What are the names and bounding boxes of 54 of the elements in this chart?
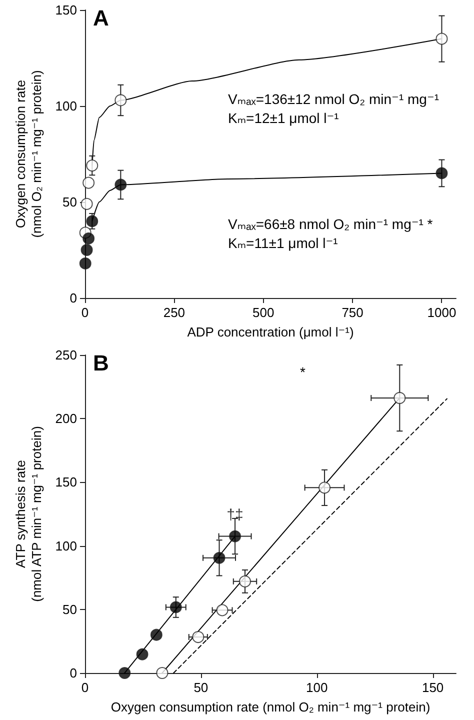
point bbox=[394, 392, 406, 404]
point bbox=[213, 552, 226, 564]
point bbox=[436, 167, 448, 180]
point bbox=[86, 215, 98, 228]
y-axis-title: ATP synthesis rate (nmol ATP min⁻¹ mg⁻¹ protein) bbox=[12, 426, 44, 602]
y-tick-label: 150 bbox=[55, 474, 77, 490]
x-tick-label: 150 bbox=[422, 680, 444, 695]
x-tick-label: 100 bbox=[306, 680, 328, 695]
x-tick-label: 0 bbox=[81, 305, 89, 320]
annotation: Kₘ=12±1 μmol l⁻¹ bbox=[228, 110, 340, 126]
point bbox=[80, 198, 93, 210]
x-tick-label: 750 bbox=[342, 305, 364, 320]
y-tick-label: 100 bbox=[55, 98, 77, 114]
y-tick-label: 50 bbox=[62, 602, 77, 617]
chart-title: B bbox=[93, 350, 109, 376]
point bbox=[436, 32, 448, 45]
y-tick-label: 0 bbox=[70, 290, 77, 306]
annotation: Vₘₐₓ=66±8 nmol O₂ min⁻¹ mg⁻¹ * bbox=[228, 216, 434, 232]
point bbox=[136, 648, 148, 660]
x-tick-label: 50 bbox=[194, 680, 208, 695]
y-tick-label: 150 bbox=[55, 2, 77, 18]
annotation: Kₘ=11±1 μmol l⁻¹ bbox=[228, 235, 338, 251]
point bbox=[318, 482, 331, 494]
x-tick-label: 500 bbox=[252, 305, 274, 320]
x-tick-label: 250 bbox=[163, 305, 186, 320]
point bbox=[80, 244, 93, 256]
annotation: Vₘₐₓ=136±12 nmol O₂ min⁻¹ mg⁻¹ bbox=[228, 91, 440, 107]
point bbox=[156, 667, 168, 679]
y-tick-label: 50 bbox=[62, 194, 77, 210]
point bbox=[216, 604, 228, 616]
annotation: †‡ bbox=[226, 506, 244, 524]
point bbox=[114, 94, 127, 106]
y-tick-label: 100 bbox=[55, 538, 77, 554]
point bbox=[229, 530, 242, 542]
y-tick-label: 250 bbox=[55, 348, 77, 362]
point bbox=[82, 176, 95, 189]
point bbox=[86, 160, 98, 172]
point bbox=[170, 601, 182, 614]
chart-title: A bbox=[93, 6, 109, 30]
point bbox=[114, 178, 127, 191]
point bbox=[239, 575, 251, 588]
point bbox=[192, 631, 204, 643]
point bbox=[79, 257, 92, 270]
point bbox=[150, 628, 162, 641]
point bbox=[118, 667, 131, 679]
y-tick-label: 200 bbox=[55, 411, 77, 426]
y-axis-title: Oxygen consumption rate (nmol O₂ min⁻¹ mg⁻¹ protein) bbox=[12, 70, 44, 238]
x-axis-title: ADP concentration (μmol l⁻¹) bbox=[187, 324, 354, 340]
x-tick-label: 0 bbox=[81, 680, 89, 695]
x-axis-title: Oxygen consumption rate (nmol O₂ min⁻¹ mg⁻¹ protein) bbox=[110, 700, 430, 714]
annotation: * bbox=[300, 364, 306, 380]
x-tick-label: 1000 bbox=[427, 305, 456, 320]
point bbox=[82, 232, 95, 244]
y-tick-label: 0 bbox=[70, 666, 77, 680]
